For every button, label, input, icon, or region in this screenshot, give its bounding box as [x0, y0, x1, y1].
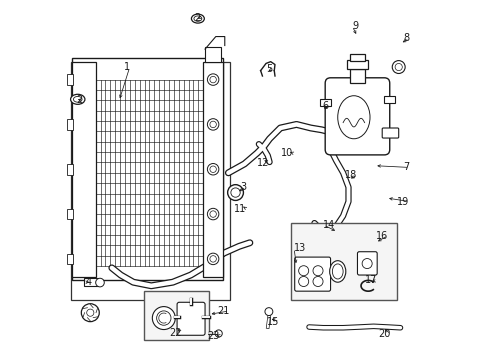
Circle shape — [391, 60, 405, 73]
Text: 3: 3 — [240, 182, 246, 192]
Circle shape — [298, 266, 308, 276]
Circle shape — [156, 311, 171, 325]
Text: 5: 5 — [265, 64, 272, 74]
Circle shape — [209, 166, 216, 172]
Bar — [144, 291, 208, 339]
Bar — [349, 69, 364, 83]
Circle shape — [298, 276, 308, 287]
Circle shape — [81, 304, 99, 321]
Text: 20: 20 — [378, 329, 390, 339]
FancyBboxPatch shape — [325, 78, 389, 155]
Circle shape — [230, 188, 240, 197]
Ellipse shape — [337, 96, 369, 139]
Bar — [83, 278, 98, 286]
Circle shape — [209, 121, 216, 128]
Ellipse shape — [70, 94, 85, 104]
Bar — [346, 60, 367, 69]
FancyBboxPatch shape — [177, 302, 204, 335]
Text: 16: 16 — [375, 231, 387, 240]
Circle shape — [207, 253, 219, 265]
Bar — [67, 253, 73, 264]
Circle shape — [209, 76, 216, 83]
Circle shape — [209, 211, 216, 217]
Bar — [384, 96, 394, 103]
Circle shape — [207, 163, 219, 175]
Text: 1: 1 — [123, 62, 129, 72]
Ellipse shape — [73, 96, 82, 102]
Circle shape — [86, 309, 94, 316]
Circle shape — [312, 276, 323, 287]
Circle shape — [227, 185, 243, 201]
Ellipse shape — [329, 261, 345, 282]
Bar — [72, 62, 96, 277]
Circle shape — [362, 258, 371, 269]
Text: 18: 18 — [345, 170, 357, 180]
Circle shape — [96, 278, 104, 287]
Circle shape — [209, 256, 216, 262]
Bar — [204, 47, 221, 62]
Text: 19: 19 — [396, 197, 408, 207]
Text: 21: 21 — [217, 306, 229, 316]
Bar — [203, 62, 223, 277]
Bar — [67, 164, 73, 175]
Ellipse shape — [191, 14, 204, 23]
Bar — [319, 99, 330, 107]
Circle shape — [312, 266, 323, 276]
Text: 22: 22 — [169, 328, 182, 338]
Text: 23: 23 — [207, 331, 220, 341]
Text: 14: 14 — [323, 220, 335, 230]
Text: 7: 7 — [403, 162, 408, 172]
Text: 17: 17 — [364, 275, 376, 285]
Circle shape — [207, 74, 219, 85]
Circle shape — [264, 308, 272, 316]
Circle shape — [215, 330, 222, 337]
FancyBboxPatch shape — [357, 252, 376, 275]
FancyBboxPatch shape — [294, 257, 330, 291]
Text: 8: 8 — [403, 33, 408, 43]
Text: 12: 12 — [256, 158, 268, 168]
Bar — [67, 119, 73, 130]
Text: 13: 13 — [293, 243, 305, 253]
Circle shape — [394, 63, 402, 71]
Bar — [349, 54, 365, 60]
Text: 10: 10 — [280, 148, 292, 158]
Text: 11: 11 — [234, 204, 246, 214]
Text: 6: 6 — [322, 102, 328, 112]
Bar — [67, 209, 73, 220]
Bar — [70, 62, 230, 300]
Text: 2: 2 — [194, 13, 201, 23]
Ellipse shape — [194, 16, 202, 21]
Text: 15: 15 — [267, 317, 279, 327]
Circle shape — [207, 208, 219, 220]
Circle shape — [207, 119, 219, 130]
Text: 4: 4 — [86, 277, 92, 287]
Bar — [72, 58, 223, 280]
Text: 2: 2 — [76, 95, 82, 105]
Circle shape — [152, 307, 175, 329]
Text: 9: 9 — [351, 21, 358, 31]
Bar — [290, 223, 396, 300]
Ellipse shape — [332, 264, 343, 279]
Bar — [67, 74, 73, 85]
FancyBboxPatch shape — [382, 128, 398, 138]
